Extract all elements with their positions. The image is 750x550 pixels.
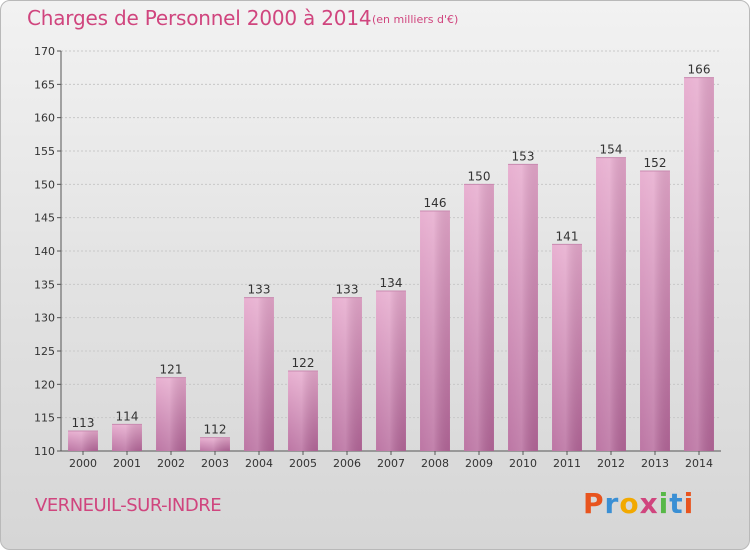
y-tick-label: 165 [34,78,55,91]
y-tick-label: 135 [34,278,55,291]
y-tick-label: 145 [34,212,55,225]
bar-sheen [552,244,582,451]
x-tick-label: 2006 [333,457,361,470]
x-tick-label: 2002 [157,457,185,470]
bar-sheen [464,184,494,452]
bar-value-label: 154 [600,143,623,157]
y-tick-label: 170 [34,45,55,58]
bar-sheen [68,431,98,451]
bar-value-label: 153 [512,149,535,163]
logo-letter: t [669,487,684,520]
bar-value-label: 166 [688,63,711,77]
bar-value-label: 121 [160,363,183,377]
bar-sheen [376,291,406,451]
x-tick-label: 2007 [377,457,405,470]
logo-letter: i [683,487,695,520]
y-tick-label: 160 [34,112,55,125]
bar-value-label: 113 [72,416,95,430]
y-tick-label: 120 [34,378,55,391]
bar-sheen [684,77,714,452]
x-tick-label: 2005 [289,457,317,470]
logo-letter: r [604,487,620,520]
bar-value-label: 134 [380,276,403,290]
x-tick-label: 2008 [421,457,449,470]
bar-value-label: 150 [468,169,491,183]
bar-sheen [200,437,230,451]
x-tick-label: 2009 [465,457,493,470]
x-tick-label: 2012 [597,457,625,470]
bar-sheen [112,424,142,451]
bar-sheen [332,297,362,451]
x-tick-label: 2010 [509,457,537,470]
y-tick-label: 130 [34,312,55,325]
commune-name: VERNEUIL-SUR-INDRE [35,495,222,516]
y-tick-label: 115 [34,412,55,425]
logo-letter: P [583,487,605,520]
proxiti-logo: Proxiti [583,487,694,520]
x-tick-label: 2011 [553,457,581,470]
chart-title: Charges de Personnel 2000 à 2014 [27,6,372,30]
bar-value-label: 112 [204,423,227,437]
bar-value-label: 146 [424,196,447,210]
y-tick-label: 155 [34,145,55,158]
x-tick-label: 2003 [201,457,229,470]
bars [68,77,714,452]
logo-letter: i [658,487,670,520]
bar-value-label: 133 [248,283,271,297]
bar-sheen [244,297,274,451]
y-tick-label: 125 [34,345,55,358]
bar-sheen [420,211,450,451]
bar-value-label: 152 [644,156,667,170]
logo-letter: o [619,487,640,520]
x-tick-label: 2004 [245,457,273,470]
x-tick-label: 2014 [685,457,713,470]
logo-letter: x [639,487,659,520]
bar-sheen [288,371,318,451]
labels: 113 2000 114 2001 121 2002 112 2003 133 2004 122 20… [69,63,713,470]
bar-value-label: 133 [336,283,359,297]
bar-sheen [596,157,626,451]
bar-value-label: 114 [116,409,139,423]
bar-sheen [508,164,538,452]
bar-value-label: 122 [292,356,315,370]
bar-sheen [156,377,186,451]
bar-sheen [640,171,670,451]
chart-subtitle: (en milliers d'€) [372,13,459,26]
x-tick-label: 2000 [69,457,97,470]
x-tick-label: 2001 [113,457,141,470]
bar-value-label: 141 [556,229,579,243]
y-tick-label: 140 [34,245,55,258]
y-tick-label: 110 [34,445,55,458]
y-tick-label: 150 [34,178,55,191]
x-tick-label: 2013 [641,457,669,470]
